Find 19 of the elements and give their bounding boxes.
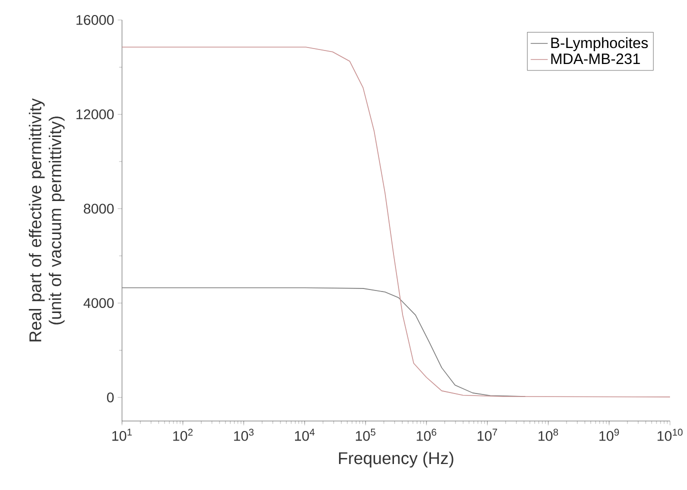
x-tick-label: 10$^{10}$ — [658, 428, 683, 441]
x-tick-label: 10$^{5}$ — [356, 428, 376, 441]
x-tick-label: 10$^{1}$ — [112, 428, 132, 441]
x-tick-label: 10$^{3}$ — [234, 428, 254, 441]
x-tick-label: 10$^{2}$ — [173, 428, 193, 441]
x-tick-label: 10$^{7}$ — [478, 428, 498, 441]
y-tick-label: 12000 — [76, 109, 114, 120]
y-axis-title: Real part of effective permittivity (unit of vacuum permittivity) — [28, 98, 65, 342]
y-tick-label: 8000 — [84, 204, 114, 214]
x-tick-label: 10$^{4}$ — [295, 428, 315, 441]
x-tick-label: 10$^{8}$ — [538, 428, 558, 441]
legend-label: MDA-MB-231 — [551, 54, 640, 64]
x-tick-label: 10$^{6}$ — [416, 428, 436, 441]
x-axis-title: Frequency (Hz) — [339, 452, 454, 468]
y-tick-label: 16000 — [76, 15, 114, 25]
x-tick-label: 10$^{9}$ — [599, 428, 619, 441]
y-tick-label: 4000 — [84, 298, 114, 308]
y-tick-label: 0 — [107, 392, 114, 402]
legend-label: B-Lymphocites — [551, 37, 648, 52]
